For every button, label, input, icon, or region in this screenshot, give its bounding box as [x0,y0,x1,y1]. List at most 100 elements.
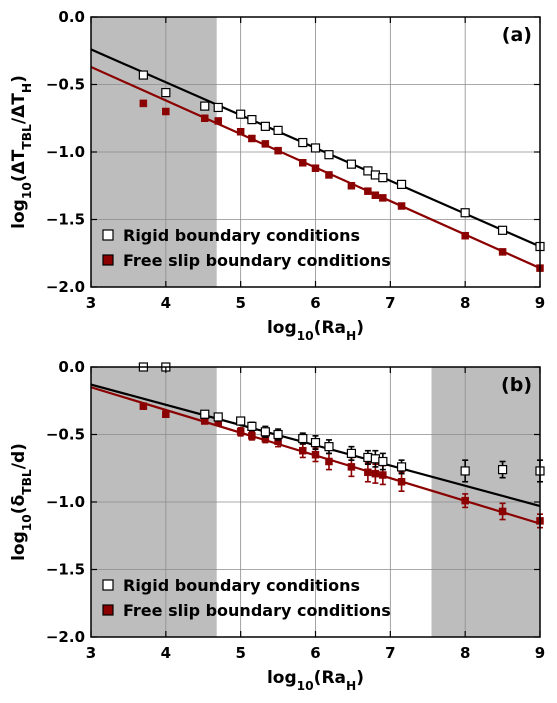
data-point-rigid [396,179,407,189]
x-tick-label: 8 [460,294,470,312]
x-tick-label: 7 [385,294,395,312]
x-tick-label: 7 [385,644,395,662]
x-tick-label: 6 [310,644,320,662]
y-tick-label: 0.0 [58,8,85,26]
x-tick-label: 5 [235,644,245,662]
data-point-free-slip [461,231,469,240]
data-point-rigid [396,462,407,472]
data-point-free-slip [311,451,320,459]
data-point-rigid [298,137,308,148]
x-tick-label: 9 [535,644,545,662]
y-axis-title: log10(δTBL/d) [9,443,34,561]
y-tick-label: −1.0 [46,493,85,511]
data-point-free-slip [347,182,356,190]
data-point-free-slip [397,478,406,486]
panel-label: (b) [501,374,532,396]
x-tick-label: 3 [86,644,96,662]
data-point-rigid [247,421,257,431]
x-tick-label: 4 [161,294,171,312]
data-point-rigid [213,412,223,422]
y-tick-label: −2.0 [46,628,85,646]
data-point-rigid [310,143,321,153]
y-tick-label: −0.5 [46,76,85,94]
legend-label-free-slip: Free slip boundary conditions [123,251,391,270]
x-tick-label: 5 [235,294,245,312]
data-point-free-slip [371,469,380,478]
legend-marker-free-slip [102,604,114,616]
data-point-rigid [370,454,380,464]
data-point-free-slip [236,128,245,136]
data-point-rigid [310,438,321,448]
data-point-rigid [378,173,388,183]
data-point-rigid [497,465,508,475]
data-point-free-slip [379,471,387,479]
data-point-free-slip [236,428,245,436]
y-tick-label: −1.5 [46,561,85,579]
x-tick-label: 6 [310,294,320,312]
data-point-free-slip [214,117,222,125]
data-point-rigid [200,409,210,419]
legend: Rigid boundary conditions Free slip bound… [102,576,391,620]
data-point-free-slip [248,432,256,440]
legend: Rigid boundary conditions Free slip bound… [102,226,391,270]
data-point-free-slip [311,164,320,172]
data-point-free-slip [498,248,507,256]
data-point-rigid [363,452,373,463]
data-point-free-slip [498,507,507,516]
data-point-rigid [273,125,283,136]
data-point-rigid [346,448,357,458]
data-point-rigid [247,114,257,125]
data-point-free-slip [397,202,406,210]
data-point-free-slip [364,187,372,195]
data-point-free-slip [299,446,307,455]
y-tick-label: −0.5 [46,426,85,444]
y-axis-title: log10(ΔTTBL/ΔTH) [9,75,34,229]
legend-label-rigid: Rigid boundary conditions [123,576,360,595]
x-tick-label: 3 [86,294,96,312]
data-point-rigid [236,416,246,426]
y-tick-label: 0.0 [58,358,85,376]
data-point-rigid [460,208,470,218]
y-tick-label: −1.5 [46,211,85,229]
data-point-free-slip [139,99,148,108]
x-axis-title: log10(RaH) [267,318,364,343]
data-point-rigid [138,70,148,80]
data-point-free-slip [325,171,333,179]
data-point-rigid [324,442,334,452]
data-point-free-slip [347,463,356,471]
data-point-rigid [213,102,223,113]
x-tick-label: 8 [460,644,470,662]
data-point-free-slip [274,146,282,155]
data-point-free-slip [371,191,380,199]
data-point-rigid [236,109,246,119]
data-point-free-slip [261,140,270,148]
data-point-rigid [260,427,270,437]
data-point-free-slip [461,496,469,505]
data-point-rigid [363,166,373,176]
legend-label-free-slip: Free slip boundary conditions [123,601,391,620]
data-point-rigid [200,101,210,111]
data-point-rigid [497,225,508,235]
data-point-free-slip [248,134,256,143]
panel-label: (a) [502,24,532,46]
y-tick-label: −2.0 [46,278,85,296]
y-tick-label: −1.0 [46,143,85,161]
x-axis-title: log10(RaH) [267,668,364,693]
data-point-rigid [298,433,308,444]
data-point-rigid [273,429,283,440]
data-point-rigid [260,121,270,131]
data-point-free-slip [162,410,170,418]
legend-label-rigid: Rigid boundary conditions [123,226,360,245]
data-point-free-slip [325,457,333,466]
legend-marker-rigid [102,229,114,241]
data-point-free-slip [364,468,372,477]
data-point-rigid [324,150,334,160]
data-point-free-slip [299,159,307,167]
data-point-free-slip [162,107,170,116]
x-tick-label: 4 [161,644,171,662]
panel-a: 3 4 5 6 7 8 9 0.0 −0.5 −1.0 −1.5 −2.0 log10(RaH) log1… [9,8,545,343]
data-point-free-slip [139,402,148,410]
data-point-rigid [346,159,357,169]
x-tick-label: 9 [535,294,545,312]
